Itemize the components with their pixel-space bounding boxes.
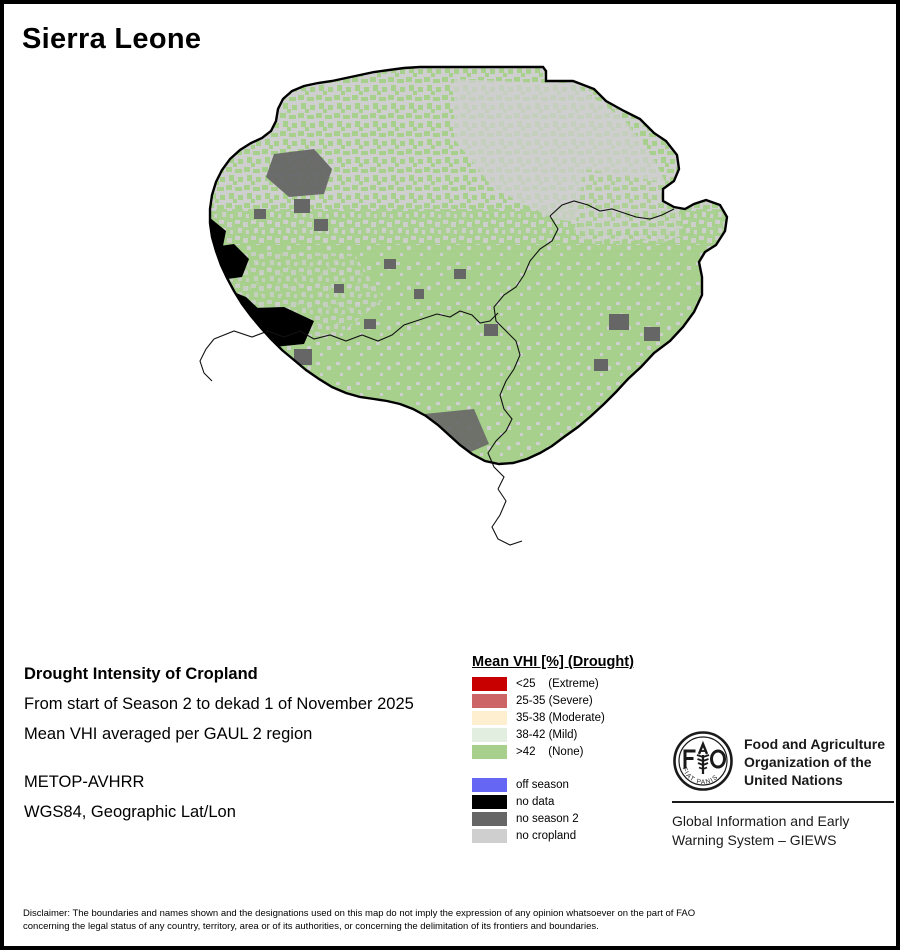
legend-row-none: >42 (None) [472,743,672,760]
disclaimer-line2: concerning the legal status of any count… [23,921,599,932]
legend-row-extreme: <25 (Extreme) [472,675,672,692]
description-heading: Drought Intensity of Cropland [24,665,258,683]
legend-label-severe: 25-35 (Severe) [516,694,593,707]
map-legend: Mean VHI [%] (Drought) <25 (Extreme) 25-… [472,654,672,844]
description-period: From start of Season 2 to dekad 1 of Nov… [24,695,414,713]
legend-swatch-severe [472,693,507,708]
country-outline [208,65,729,466]
description-sensor: METOP-AVHRR [24,773,145,791]
legend-title: Mean VHI [%] (Drought) [472,654,634,670]
legend-row-off-season: off season [472,776,672,793]
map-description: Drought Intensity of Cropland From start… [24,659,464,827]
legend-swatch-no-season-2 [472,811,507,826]
disclaimer-line1: Disclaimer: The boundaries and names sho… [23,908,696,919]
legend-label-none: >42 (None) [516,745,584,758]
admin-boundaries [199,200,675,546]
page-title: Sierra Leone [22,23,202,55]
legend-label-no-season-2: no season 2 [516,812,579,825]
legend-row-moderate: 35-38 (Moderate) [472,709,672,726]
legend-label-extreme: <25 (Extreme) [516,677,599,690]
legend-label-no-cropland: no cropland [516,829,577,842]
legend-row-no-season-2: no season 2 [472,810,672,827]
description-spacer [24,749,464,767]
off-season-speck [556,593,559,598]
legend-swatch-none [472,744,507,759]
legend-swatch-no-data [472,794,507,809]
map-canvas[interactable] [154,59,774,634]
giews-line2: Warning System – GIEWS [672,832,837,848]
fao-organization-name: Food and Agriculture Organization of the… [744,730,885,789]
legend-swatch-moderate [472,710,507,725]
fao-branding: FIAT PANIS Food and Agriculture Organiza… [672,730,894,850]
giews-unit-name: Global Information and Early Warning Sys… [672,812,894,850]
legend-swatch-no-cropland [472,828,507,843]
disclaimer: Disclaimer: The boundaries and names sho… [23,907,883,933]
giews-line1: Global Information and Early [672,813,850,829]
legend-label-off-season: off season [516,778,569,791]
legend-row-severe: 25-35 (Severe) [472,692,672,709]
fao-name-line1: Food and Agriculture [744,736,886,752]
fao-name-line3: United Nations [744,772,843,788]
fao-divider [672,801,894,803]
legend-label-no-data: no data [516,795,555,808]
legend-swatch-off-season [472,777,507,792]
fao-emblem-icon: FIAT PANIS [672,730,734,792]
legend-label-moderate: 35-38 (Moderate) [516,711,605,724]
fao-logo-row: FIAT PANIS Food and Agriculture Organiza… [672,730,894,792]
legend-row-no-cropland: no cropland [472,827,672,844]
fao-name-line2: Organization of the [744,754,872,770]
legend-swatch-extreme [472,676,507,691]
legend-row-mild: 38-42 (Mild) [472,726,672,743]
legend-label-mild: 38-42 (Mild) [516,728,578,741]
description-aggregation: Mean VHI averaged per GAUL 2 region [24,725,313,743]
legend-swatch-mild [472,727,507,742]
legend-row-no-data: no data [472,793,672,810]
off-season-speck [562,579,566,585]
sierra-leone-map-svg[interactable] [154,59,774,634]
legend-spacer [472,760,672,776]
description-projection: WGS84, Geographic Lat/Lon [24,803,236,821]
